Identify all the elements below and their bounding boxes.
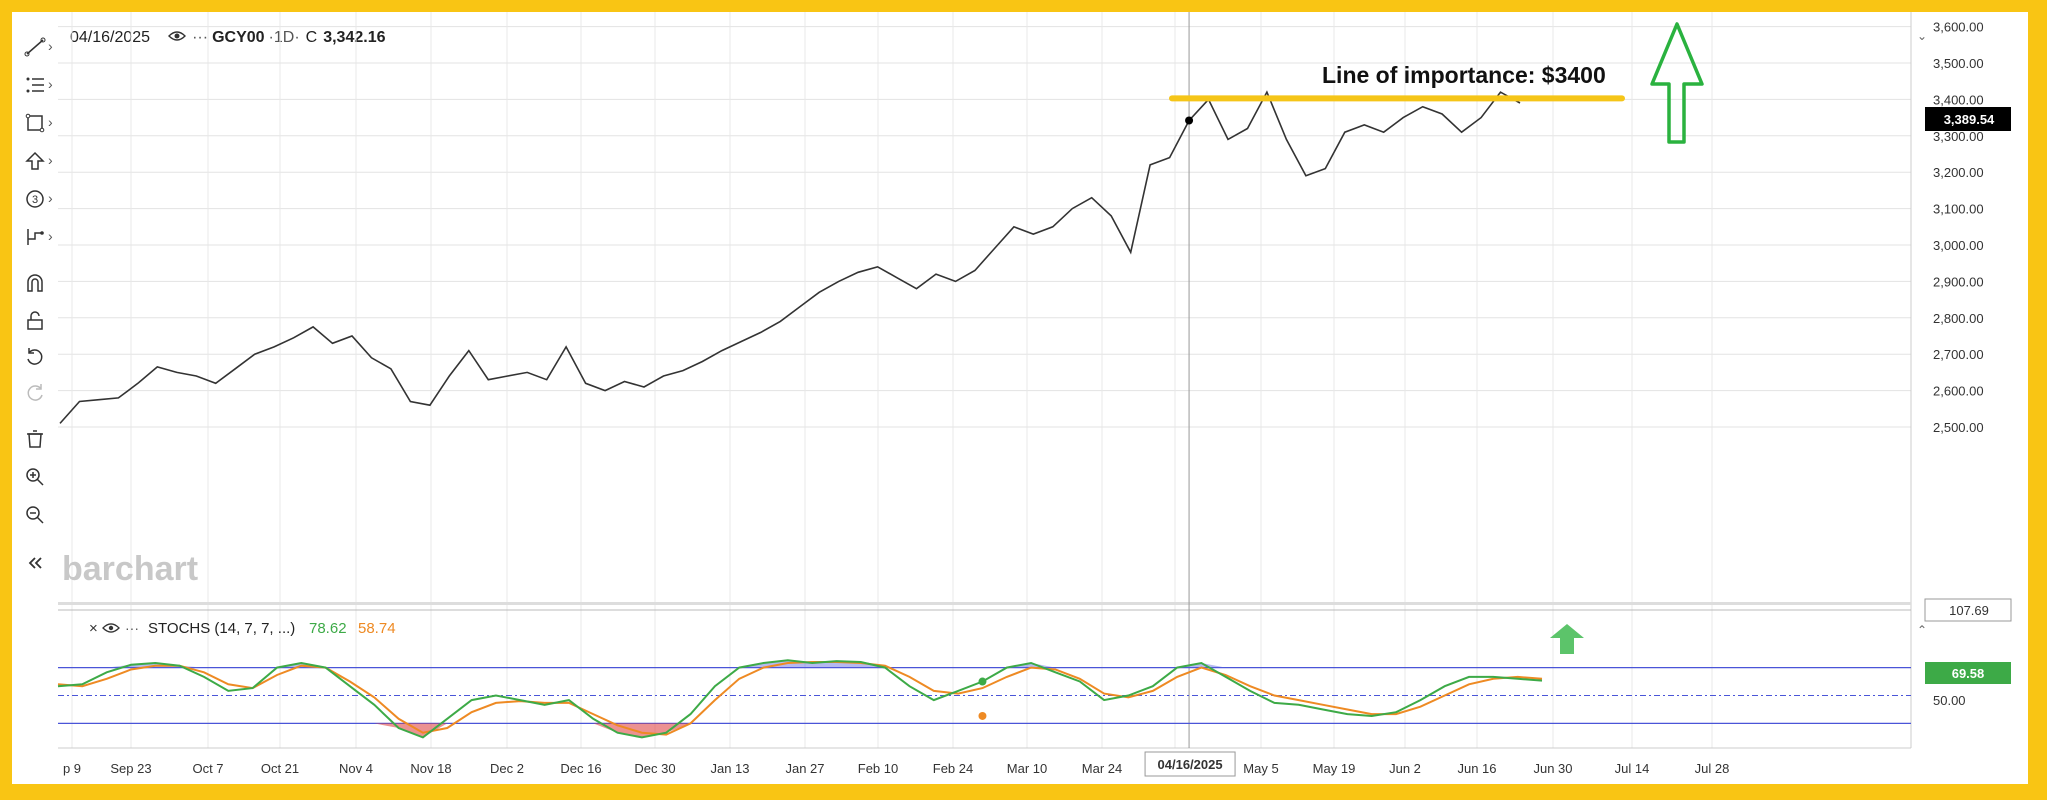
stoch-eye-icon <box>102 623 120 633</box>
arrow-shape-tool-icon[interactable] <box>16 146 54 176</box>
stoch-overbought-fill <box>106 660 1226 668</box>
chevron-right-icon[interactable]: › <box>48 76 53 92</box>
crosshair-date-box <box>1144 751 1236 777</box>
price-chart[interactable]: 3,600.00 3,500.00 3,400.00 3,300.00 3,200.00… <box>12 12 2028 784</box>
last-price-box <box>1925 107 2011 131</box>
trash-icon[interactable] <box>16 424 54 454</box>
crosshair-price-box <box>1924 598 2012 622</box>
stoch-k-crosshair-dot <box>978 677 987 686</box>
stoch-more-icon: ··· <box>125 620 139 636</box>
chart-frame: › › › › 3 › › <box>12 12 2028 784</box>
date-tick-label: Sep 23 <box>110 761 151 776</box>
zoom-out-icon[interactable] <box>16 500 54 530</box>
barchart-watermark: barchart <box>62 550 198 588</box>
collapse-toolbar-icon[interactable] <box>16 548 54 578</box>
price-tick-label: 3,000.00 <box>1933 238 1984 253</box>
stoch-value-box <box>1925 662 2011 684</box>
crosshair-date-label: 04/16/2025 <box>1158 757 1223 772</box>
date-tick-label: p 9 <box>63 761 81 776</box>
stoch-d-crosshair-dot <box>978 711 987 720</box>
close-value: 3,342.16 <box>323 29 386 46</box>
chevron-right-icon[interactable]: › <box>48 38 53 54</box>
zoom-in-icon[interactable] <box>16 462 54 492</box>
date-tick-label: Oct 21 <box>261 761 299 776</box>
price-tick-label: 2,700.00 <box>1933 347 1984 362</box>
price-tick-label: 2,600.00 <box>1933 384 1984 399</box>
fib-tool-icon[interactable] <box>16 70 54 100</box>
chevron-right-icon[interactable]: › <box>48 152 53 168</box>
date-tick-label: Mar 24 <box>1082 761 1122 776</box>
crosshair-price-label: 107.69 <box>1949 603 1989 618</box>
chevron-right-icon[interactable]: › <box>48 190 53 206</box>
trend-line-tool-icon[interactable] <box>16 32 54 62</box>
stoch-eye-pupil <box>108 625 114 631</box>
date-tick-label: Dec 30 <box>634 761 675 776</box>
magnet-icon[interactable] <box>16 268 54 298</box>
measure-tool-icon[interactable] <box>16 222 54 252</box>
unlock-icon[interactable] <box>16 306 54 336</box>
date-tick-label: Feb 10 <box>858 761 898 776</box>
date-tick-label: May 5 <box>1243 761 1278 776</box>
price-tick-label: 3,300.00 <box>1933 129 1984 144</box>
date-tick-label: May 19 <box>1313 761 1356 776</box>
close-label: C <box>305 29 318 46</box>
date-tick-label: Nov 4 <box>339 761 373 776</box>
date-tick-label: Nov 18 <box>410 761 451 776</box>
date-tick-label: Jun 30 <box>1533 761 1572 776</box>
price-tick-label: 3,200.00 <box>1933 165 1984 180</box>
pane-divider <box>58 602 1911 605</box>
date-tick-label: Jan 27 <box>785 761 824 776</box>
interval-label[interactable]: ·1D· <box>268 29 300 46</box>
date-tick-label: Mar 10 <box>1007 761 1047 776</box>
symbol-header: 04/16/2025 ··· GCY00 ·1D· C 3,342.16 <box>70 26 385 50</box>
undo-icon[interactable] <box>16 342 54 372</box>
stoch-value-label: 69.58 <box>1952 666 1985 681</box>
header-date: 04/16/2025 <box>70 29 151 46</box>
stoch-k-value: 78.62 <box>309 620 347 637</box>
more-options-icon[interactable]: ··· <box>192 29 209 46</box>
price-tick-label: 3,100.00 <box>1933 202 1984 217</box>
last-price-label: 3,389.54 <box>1944 112 1995 127</box>
arrow-spacer <box>1676 12 1698 17</box>
stoch-axis-label: 50.00 <box>1933 693 1966 708</box>
stoch-up-arrow <box>1550 624 1584 654</box>
price-tick-label: 2,500.00 <box>1933 420 1984 435</box>
date-tick-label: Jan 13 <box>710 761 749 776</box>
date-tick-label: Oct 7 <box>192 761 223 776</box>
stoch-d-value: 58.74 <box>358 620 396 637</box>
stoch-label: STOCHS (14, 7, 7, ...) <box>148 620 295 637</box>
stoch-close-icon: × <box>89 620 98 637</box>
svg-text:3: 3 <box>32 194 38 206</box>
date-tick-label: Dec 16 <box>560 761 601 776</box>
drawing-toolbar: › › › › 3 › › <box>12 12 58 572</box>
importance-annotation: Line of importance: $3400 <box>1322 62 1606 88</box>
date-tick-label: Jul 28 <box>1695 761 1730 776</box>
date-tick-label: Dec 2 <box>490 761 524 776</box>
numbered-marker-tool-icon[interactable]: 3 <box>16 184 54 214</box>
price-tick-label: 2,800.00 <box>1933 311 1984 326</box>
redo-icon[interactable] <box>16 378 54 408</box>
symbol-name[interactable]: GCY00 <box>212 29 265 46</box>
eye-icon[interactable] <box>168 29 187 47</box>
price-tick-label: 3,500.00 <box>1933 56 1984 71</box>
price-tick-label: 2,900.00 <box>1933 274 1984 289</box>
price-tick-label: 3,400.00 <box>1933 92 1984 107</box>
collapse-pane-icon: ⌃ <box>1917 623 1927 637</box>
stoch-k-line <box>57 659 1543 739</box>
crosshair-point <box>1185 116 1194 125</box>
rectangle-tool-icon[interactable] <box>16 108 54 138</box>
date-tick-label: Jul 14 <box>1615 761 1650 776</box>
stoch-oversold-fill <box>374 723 691 738</box>
date-tick-label: Feb 24 <box>933 761 973 776</box>
chevron-right-icon[interactable]: › <box>48 114 53 130</box>
date-tick-label: Jun 2 <box>1389 761 1421 776</box>
price-tick-label: 3,600.00 <box>1933 20 1984 35</box>
price-series-line <box>59 90 1521 424</box>
up-arrow-outline <box>1650 22 1704 144</box>
date-tick-label: Jun 16 <box>1457 761 1496 776</box>
collapse-pane-icon: ⌄ <box>1917 29 1927 43</box>
chevron-right-icon[interactable]: › <box>48 228 53 244</box>
